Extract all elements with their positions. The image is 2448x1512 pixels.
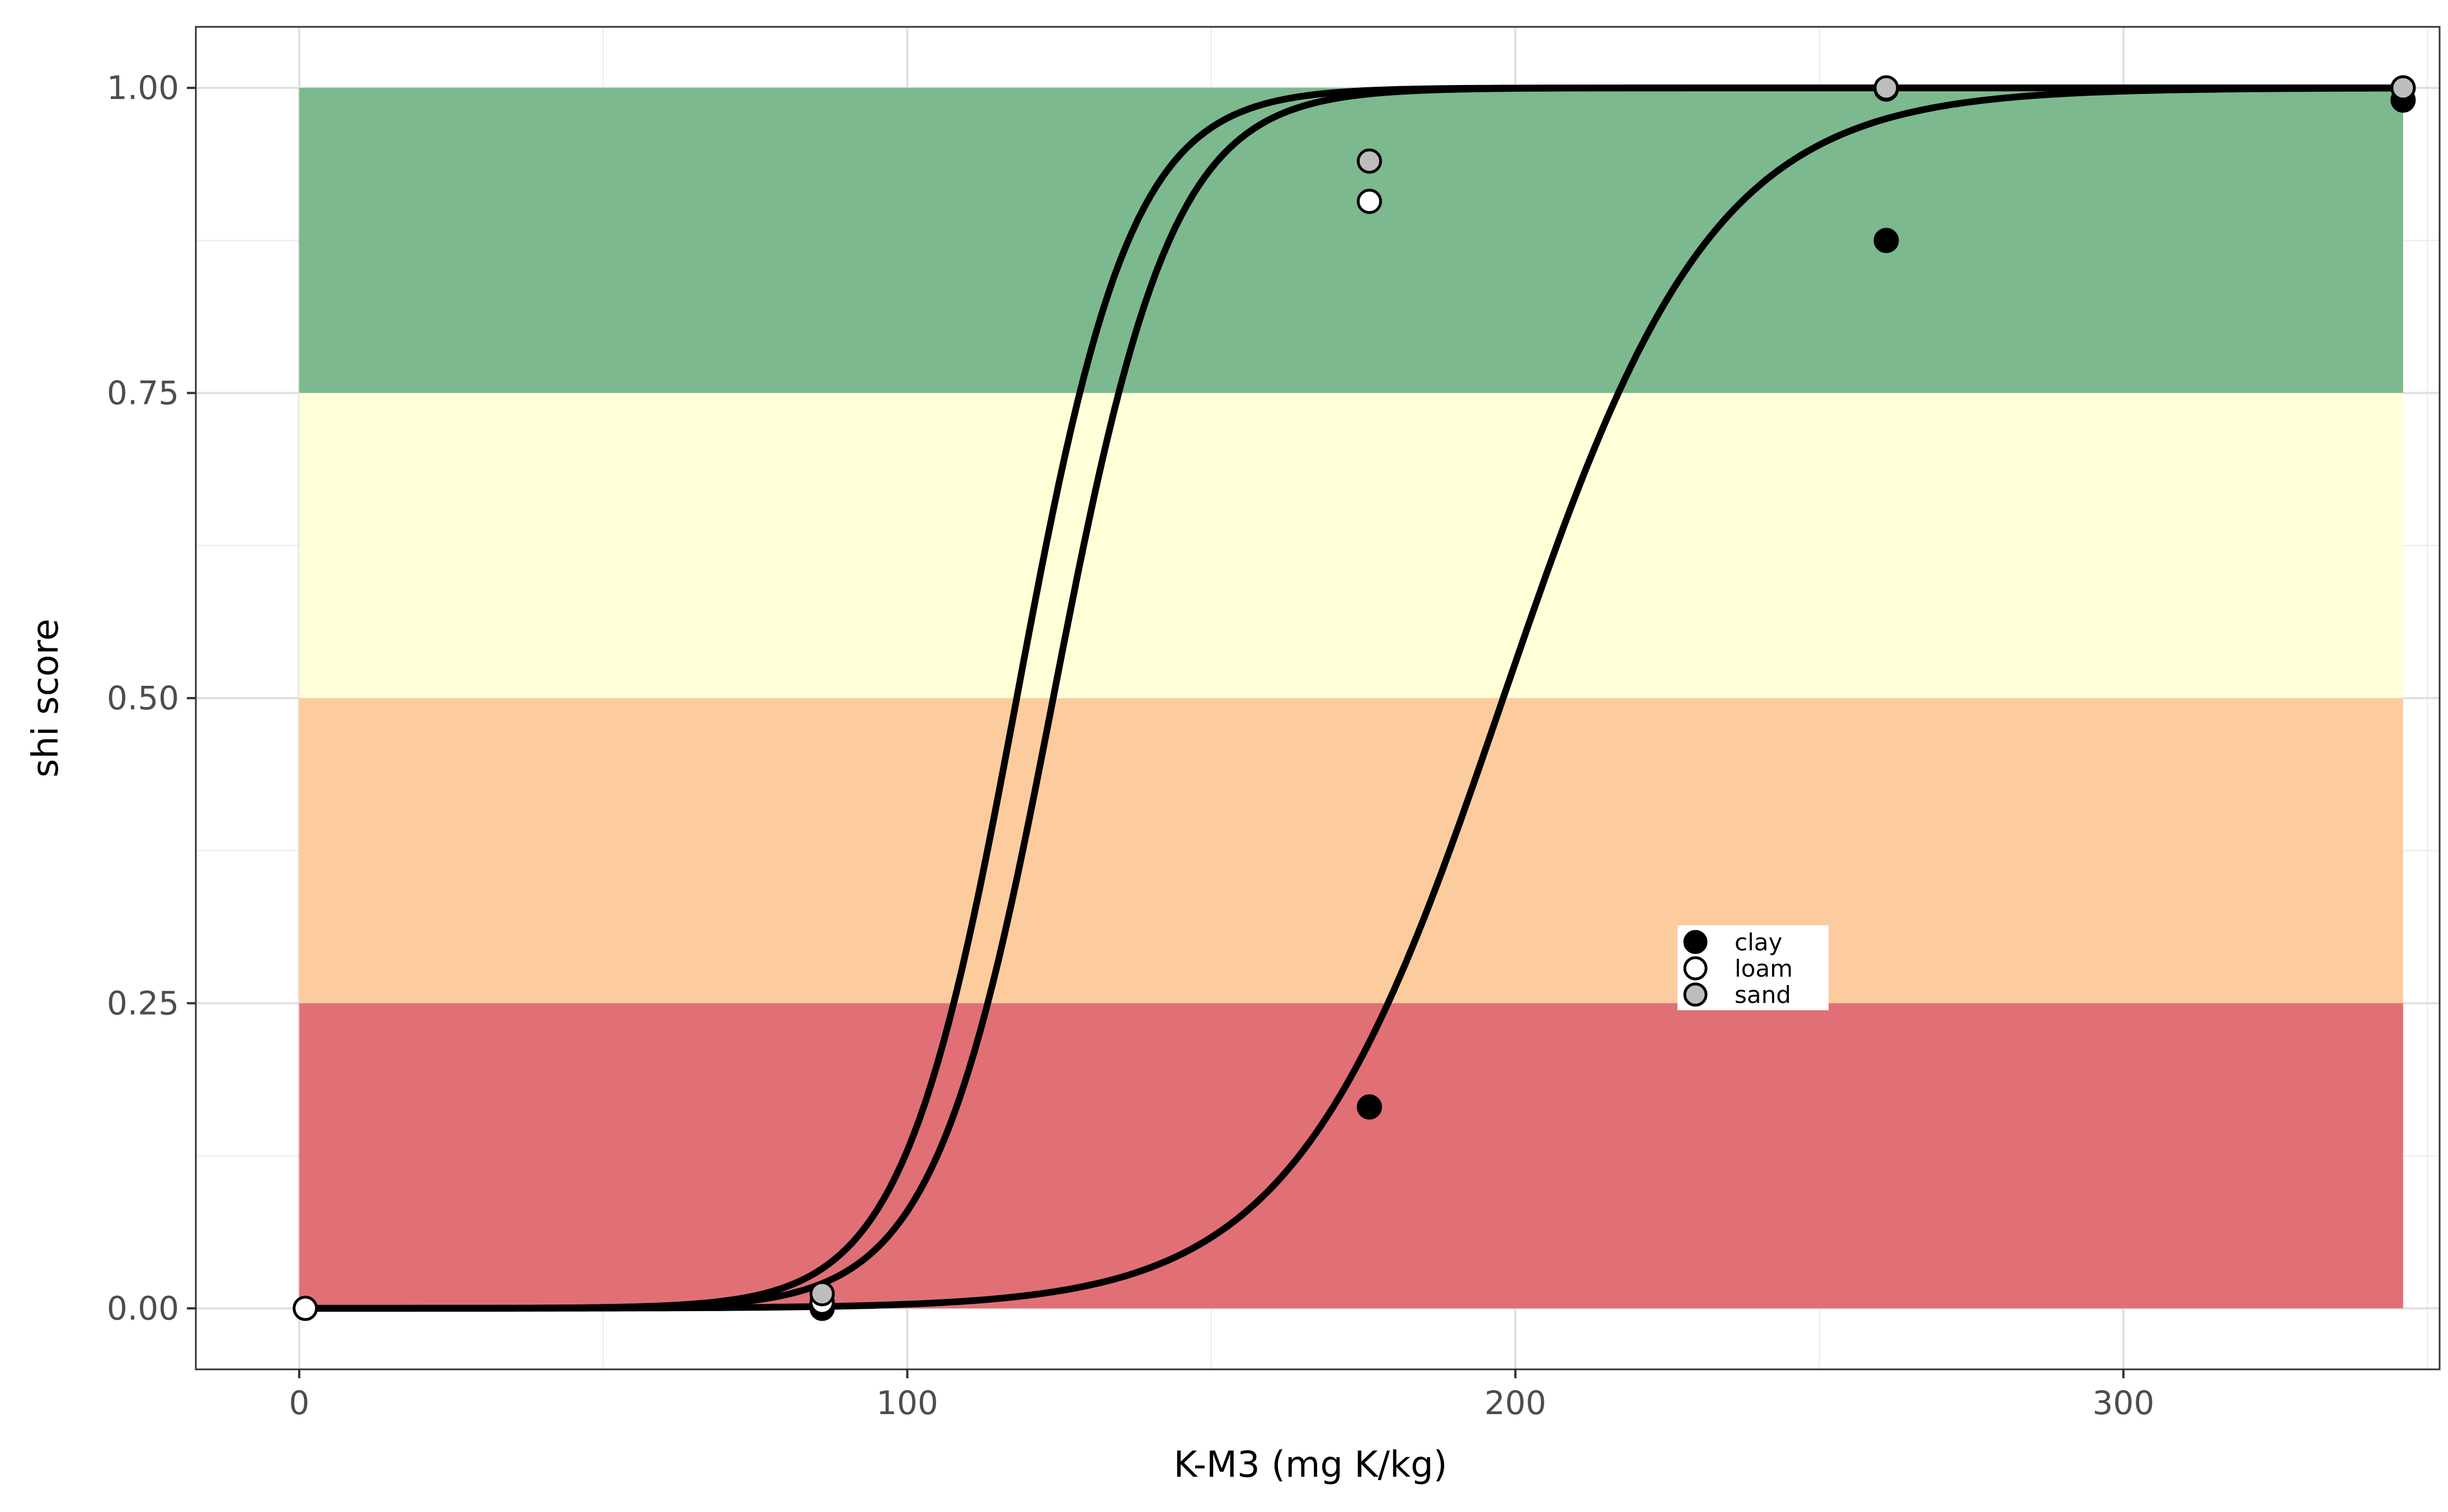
point-loam <box>293 1296 318 1321</box>
point-sand <box>1873 75 1899 101</box>
x-tick-label: 200 <box>1484 1384 1547 1422</box>
score-band <box>299 1003 2403 1308</box>
legend-label-loam: loam <box>1735 955 1793 982</box>
score-bands <box>299 88 2403 1308</box>
x-axis: 0 100 200 300 <box>289 1369 2154 1422</box>
y-tick-label: 0.00 <box>107 1289 179 1327</box>
x-tick-label: 100 <box>876 1384 938 1422</box>
y-tick-label: 0.25 <box>107 984 179 1022</box>
point-sand <box>809 1281 835 1307</box>
point-loam <box>1356 189 1382 214</box>
x-tick-label: 300 <box>2093 1384 2155 1422</box>
legend-key-sand <box>1683 982 1708 1007</box>
legend-key-loam <box>1683 956 1708 981</box>
score-band <box>299 393 2403 698</box>
legend-label-sand: sand <box>1735 981 1791 1009</box>
x-axis-title: K-M3 (mg K/kg) <box>1173 1444 1447 1486</box>
y-axis: 0.00 0.25 0.50 0.75 1.00 <box>107 69 196 1327</box>
score-band <box>299 88 2403 393</box>
data-points <box>293 75 2416 1321</box>
point-sand <box>2390 75 2416 101</box>
legend-label-clay: clay <box>1735 929 1782 956</box>
point-sand <box>1356 148 1382 174</box>
legend-key-clay <box>1683 930 1708 954</box>
score-band <box>299 698 2403 1004</box>
curve-sand <box>295 84 2407 1312</box>
curves <box>295 84 2407 1312</box>
x-tick-label: 0 <box>289 1384 309 1422</box>
y-tick-label: 1.00 <box>107 69 179 107</box>
y-tick-label: 0.50 <box>107 679 179 717</box>
point-clay <box>1356 1094 1382 1120</box>
y-axis-title: shi score <box>25 619 67 778</box>
point-clay <box>1873 228 1899 253</box>
y-tick-label: 0.75 <box>107 374 179 412</box>
